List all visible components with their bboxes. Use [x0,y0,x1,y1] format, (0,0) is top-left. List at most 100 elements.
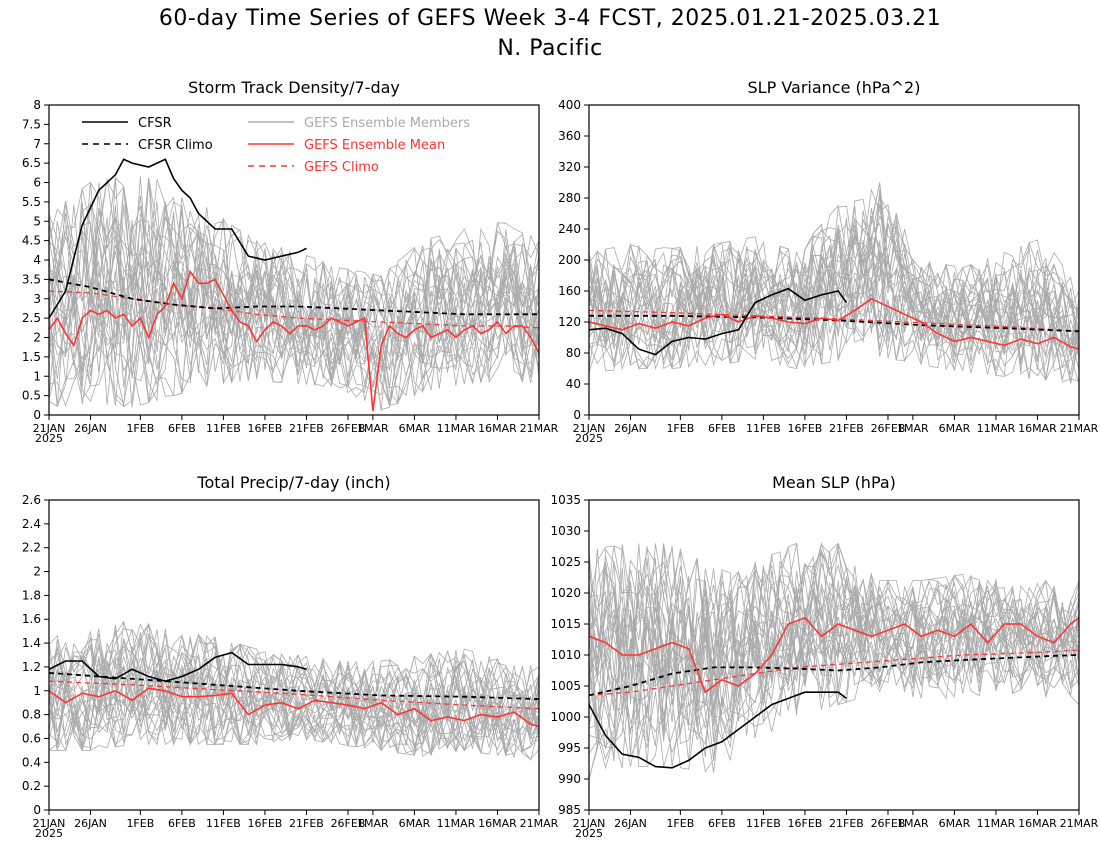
legend-cfsr-climo-label: CFSR Climo [138,138,213,153]
region-title: N. Pacific [497,36,603,61]
legend: CFSR CFSR Climo GEFS Ensemble Members GEFS … [82,116,470,175]
x-year-label: 2025 [35,827,63,840]
ensemble-member-line [589,228,1079,352]
y-tick-label: 400 [558,98,581,112]
chart-panel-1: Storm Track Density/7-day 0 0.5 1 1.5 2 2.5 3 3.… [22,78,559,445]
y-tick-label: 5.5 [22,195,41,209]
x-tick-label: 11MAR [977,817,1016,830]
x-tick-label: 6MAR [399,817,431,830]
y-tick-label: 1010 [550,648,581,662]
y-tick-label: 200 [558,253,581,267]
y-tick-label: 6 [33,176,41,190]
plot-area [589,541,1079,780]
gefs-climo-line [589,649,1079,696]
ensemble-member-line [49,666,539,751]
ensemble-member-line [589,597,1079,769]
ensemble-member-line [49,261,539,402]
x-year-label: 2025 [35,432,63,445]
ensemble-member-line [49,629,539,735]
ensemble-member-line [589,595,1079,742]
ensemble-member-line [49,182,539,354]
x-tick-label: 16FEB [788,817,823,830]
y-tick-label: 1 [33,684,41,698]
y-tick-label: 995 [558,741,581,755]
gefs-mean-line [49,687,539,728]
ensemble-member-line [49,682,539,757]
y-tick-label: 80 [566,346,581,360]
y-tick-label: 2 [33,331,41,345]
y-tick-label: 3.5 [22,272,41,286]
ensemble-member-line [49,622,539,715]
cfsr-line [589,691,847,769]
cfsr-climo-line [589,314,1079,333]
ensemble-member-line [589,253,1079,356]
ensemble-member-line [49,678,539,760]
main-title: 60-day Time Series of GEFS Week 3-4 FCST… [158,6,942,31]
y-tick-label: 0.4 [22,755,41,769]
legend-cfsr-label: CFSR [138,116,172,131]
plot-area [49,620,539,761]
x-tick-label: 6FEB [168,817,196,830]
y-tick-label: 0.6 [22,731,41,745]
y-tick-label: 1.5 [22,350,41,364]
cfsr-climo-line [49,672,539,700]
x-tick-label: 26FEB [871,817,906,830]
x-tick-label: 16MAR [1018,817,1057,830]
x-tick-label: 1FEB [126,817,154,830]
x-tick-label: 1MAR [897,817,929,830]
x-tick-label: 16FEB [248,422,283,435]
x-tick-label: 21JAN [33,817,66,830]
ensemble-member-line [49,269,539,408]
x-tick-label: 11MAR [437,817,476,830]
ensemble-member-line [589,188,1079,332]
y-tick-label: 280 [558,191,581,205]
ensemble-member-line [49,658,539,746]
ensemble-member-line [49,232,539,365]
cfsr-climo-line [49,278,539,316]
y-tick-label: 0 [573,408,581,422]
y-tick-label: 1035 [550,493,581,507]
y-tick-label: 1020 [550,586,581,600]
ensemble-member-line [589,555,1079,712]
y-tick-label: 7.5 [22,117,41,131]
x-year-label: 2025 [575,827,603,840]
ensemble-member-line [589,277,1079,384]
gefs-climo-line [49,680,539,710]
x-tick-label: 21JAN [573,817,606,830]
y-tick-label: 40 [566,377,581,391]
x-tick-label: 11FEB [206,817,241,830]
y-tick-label: 7 [33,137,41,151]
x-tick-label: 11FEB [206,422,241,435]
ensemble-member-line [49,202,539,372]
x-tick-label: 1FEB [666,817,694,830]
gefs-mean-line [589,616,1079,694]
x-tick-label: 6MAR [939,817,971,830]
x-tick-label: 21MAR [520,422,559,435]
x-tick-label: 6MAR [399,422,431,435]
chart-title: SLP Variance (hPa^2) [748,78,921,97]
x-tick-label: 21MAR [1060,817,1099,830]
cfsr-line [49,651,307,683]
x-tick-label: 26FEB [331,817,366,830]
y-tick-label: 4 [33,253,41,267]
ensemble-member-line [589,183,1079,331]
y-tick-label: 1.2 [22,660,41,674]
ensemble-member-line [589,580,1079,745]
x-tick-label: 16MAR [478,817,517,830]
y-tick-label: 1000 [550,710,581,724]
legend-gefs-climo-label: GEFS Climo [304,160,379,175]
ensemble-member-line [589,561,1079,707]
y-tick-label: 160 [558,284,581,298]
y-tick-label: 985 [558,803,581,817]
y-tick-label: 6.5 [22,156,41,170]
x-tick-label: 11FEB [746,422,781,435]
x-tick-label: 1MAR [357,422,389,435]
y-tick-label: 240 [558,222,581,236]
x-tick-label: 16MAR [478,422,517,435]
ensemble-member-line [589,590,1079,754]
ensemble-member-line [49,664,539,752]
x-tick-label: 1FEB [126,422,154,435]
gefs-mean-line [589,297,1079,350]
x-tick-label: 26FEB [331,422,366,435]
x-tick-label: 26JAN [614,422,647,435]
